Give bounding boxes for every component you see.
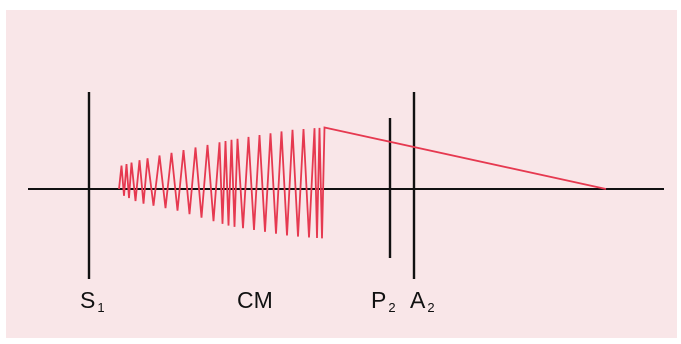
s1-label-subscript: 1 [97,300,105,315]
a2-label-main: A [410,287,426,313]
p2-label-subscript: 2 [388,300,396,315]
s1-label-main: S [80,287,96,313]
p2-label-main: P [371,287,387,313]
diagram-background [6,10,677,338]
cm-label-text: CM [237,287,273,313]
a2-label-subscript: 2 [427,300,435,315]
cm-label: CM [237,289,273,312]
murmur-waveform [118,126,607,239]
